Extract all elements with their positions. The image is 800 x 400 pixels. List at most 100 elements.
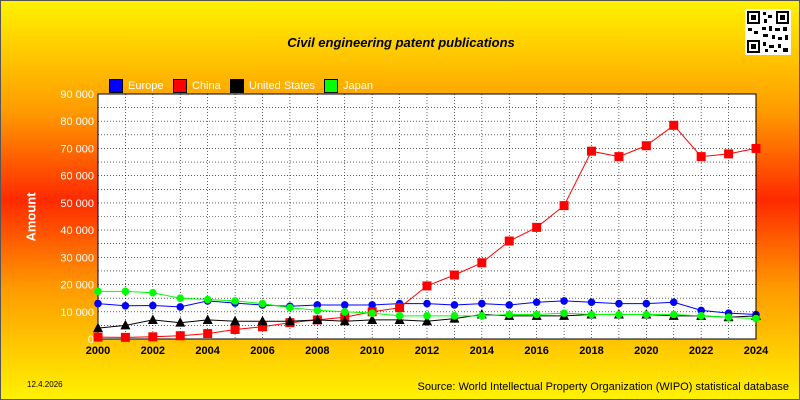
data-point-china (532, 222, 542, 232)
y-tick-label: 60 000 (60, 171, 94, 183)
data-point-japan (149, 288, 157, 297)
data-point-europe (176, 303, 185, 311)
y-tick-label: 20 000 (60, 280, 94, 292)
legend-item-japan: Japan (324, 78, 373, 94)
data-point-china (751, 143, 761, 153)
data-point-china (148, 332, 158, 342)
data-point-europe (505, 301, 514, 309)
legend-swatch-europe (109, 79, 123, 93)
data-point-china (669, 120, 679, 130)
data-point-japan (478, 312, 486, 320)
legend-swatch-united-states (230, 79, 244, 93)
data-point-japan (615, 310, 623, 319)
data-point-china (395, 303, 405, 313)
data-point-united-states (230, 315, 241, 326)
data-point-china (230, 324, 240, 334)
legend-label-europe: Europe (128, 80, 164, 92)
data-point-japan (752, 314, 760, 323)
data-point-united-states (422, 315, 432, 326)
data-point-china (477, 258, 487, 268)
y-tick-label: 10 000 (60, 307, 94, 319)
data-point-japan (340, 307, 349, 316)
x-tick-label: 2022 (689, 345, 713, 357)
data-point-europe (615, 299, 623, 308)
data-point-japan (560, 309, 568, 317)
date-label: 12.4.2026 (27, 380, 63, 389)
data-point-japan (697, 312, 705, 320)
data-point-japan (395, 312, 404, 320)
x-tick-label: 2000 (86, 345, 110, 357)
data-point-japan (423, 312, 431, 320)
x-tick-label: 2004 (195, 345, 220, 357)
data-point-europe (94, 299, 102, 308)
data-point-united-states (312, 314, 323, 324)
y-tick-label: 40 000 (60, 225, 94, 237)
data-point-china (724, 149, 734, 159)
data-point-europe (368, 301, 376, 309)
data-point-japan (258, 299, 267, 308)
data-point-japan (231, 297, 239, 305)
data-point-europe (669, 298, 678, 307)
legend-label-china: China (192, 80, 221, 92)
legend-item-europe: Europe (109, 78, 163, 94)
data-point-japan (505, 310, 514, 319)
data-point-japan (450, 312, 459, 320)
legend-label-japan: Japan (343, 80, 373, 92)
data-point-china (449, 270, 459, 280)
data-point-china (504, 236, 514, 246)
qr-code-icon (745, 9, 791, 55)
data-point-japan (669, 310, 678, 319)
data-point-japan (203, 295, 212, 304)
data-point-china (587, 146, 596, 156)
data-point-europe (450, 301, 459, 309)
data-point-china (203, 329, 213, 339)
data-point-china (641, 141, 651, 151)
chart-title: Civil engineering patent publications (287, 35, 515, 50)
data-point-china (175, 331, 185, 341)
data-point-japan (121, 287, 130, 296)
data-point-united-states (284, 315, 295, 326)
data-point-europe (587, 298, 596, 307)
data-point-europe (423, 299, 431, 308)
x-tick-label: 2020 (634, 345, 658, 357)
data-point-united-states (147, 314, 158, 324)
data-point-japan (176, 294, 185, 302)
data-point-europe (313, 301, 322, 309)
data-point-japan (368, 309, 376, 317)
x-tick-label: 2016 (524, 345, 548, 357)
y-tick-label: 70 000 (60, 143, 94, 155)
data-point-japan (313, 306, 322, 315)
legend-item-china: China (173, 78, 221, 94)
data-point-europe (642, 299, 651, 308)
data-point-united-states (93, 322, 103, 333)
plot-border (97, 93, 757, 340)
data-point-united-states (202, 314, 213, 324)
data-point-china (258, 322, 267, 332)
y-tick-label: 50 000 (60, 198, 94, 210)
source-label: Source: World Intellectual Property Orga… (417, 381, 789, 393)
data-point-china (93, 332, 103, 342)
data-point-europe (560, 297, 568, 305)
x-tick-label: 2018 (579, 345, 603, 357)
y-tick-label: 90 000 (60, 89, 94, 101)
data-point-united-states (120, 319, 131, 330)
data-point-japan (532, 310, 541, 319)
data-point-japan (94, 287, 102, 296)
legend-item-united-states: United States (230, 78, 315, 94)
data-point-japan (587, 310, 596, 319)
data-point-europe (532, 298, 541, 307)
data-point-japan (724, 313, 733, 322)
data-point-japan (642, 310, 651, 319)
x-tick-label: 2024 (744, 345, 769, 357)
x-tick-label: 2010 (360, 345, 384, 357)
data-point-europe (121, 301, 130, 310)
legend-swatch-japan (324, 79, 338, 93)
data-point-europe (149, 301, 157, 310)
data-point-japan (286, 303, 294, 312)
x-tick-label: 2002 (141, 345, 165, 357)
data-point-united-states (339, 315, 350, 326)
x-tick-label: 2014 (470, 345, 495, 357)
data-point-europe (478, 299, 486, 308)
data-point-united-states (257, 315, 268, 326)
